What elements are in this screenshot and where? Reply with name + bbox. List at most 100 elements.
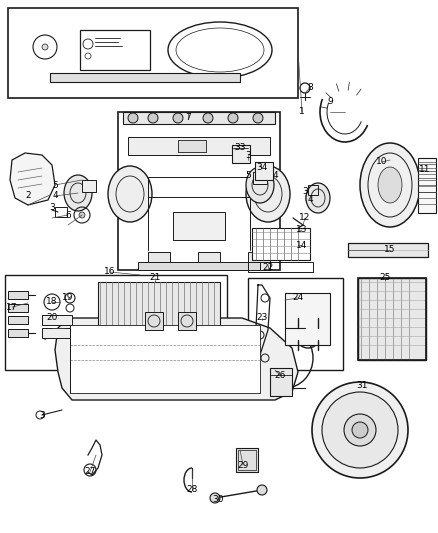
Bar xyxy=(8,8,298,98)
Text: 3: 3 xyxy=(302,188,308,197)
Bar xyxy=(5,275,227,370)
Bar xyxy=(418,158,436,213)
Text: 4: 4 xyxy=(52,191,58,200)
Circle shape xyxy=(79,212,85,218)
Bar xyxy=(42,315,72,325)
Polygon shape xyxy=(10,153,55,205)
Bar xyxy=(232,145,250,163)
Text: 3: 3 xyxy=(49,204,55,213)
Bar xyxy=(80,30,150,70)
Bar xyxy=(173,212,225,240)
Bar xyxy=(178,140,206,152)
Circle shape xyxy=(228,113,238,123)
Bar xyxy=(148,252,170,270)
Text: 19: 19 xyxy=(62,294,74,303)
Bar xyxy=(145,312,163,330)
Bar xyxy=(138,262,260,270)
Ellipse shape xyxy=(378,167,402,203)
Text: 10: 10 xyxy=(376,157,388,166)
Text: 7: 7 xyxy=(185,114,191,123)
Bar xyxy=(123,112,275,124)
Circle shape xyxy=(253,113,263,123)
Text: 17: 17 xyxy=(6,303,18,311)
Text: 33: 33 xyxy=(234,143,246,152)
Ellipse shape xyxy=(360,143,420,227)
Text: 34: 34 xyxy=(256,164,268,173)
Circle shape xyxy=(210,493,220,503)
Text: 4: 4 xyxy=(307,196,313,205)
Bar xyxy=(8,304,28,312)
Circle shape xyxy=(128,113,138,123)
Text: 27: 27 xyxy=(84,467,95,477)
Bar xyxy=(248,278,343,370)
Bar xyxy=(248,262,313,272)
Text: 9: 9 xyxy=(327,98,333,107)
Bar xyxy=(252,228,310,260)
Ellipse shape xyxy=(108,166,152,222)
Text: 6: 6 xyxy=(65,211,71,220)
Text: 5: 5 xyxy=(245,171,251,180)
Bar xyxy=(42,328,74,338)
Text: 18: 18 xyxy=(46,297,58,306)
Polygon shape xyxy=(55,318,298,400)
Ellipse shape xyxy=(246,167,274,203)
Text: 1: 1 xyxy=(299,108,305,117)
Bar xyxy=(358,278,426,360)
Text: 31: 31 xyxy=(356,381,368,390)
Text: 28: 28 xyxy=(186,486,198,495)
Text: 2: 2 xyxy=(25,190,31,199)
Circle shape xyxy=(203,113,213,123)
Bar xyxy=(70,325,260,393)
Ellipse shape xyxy=(306,183,330,213)
Text: 12: 12 xyxy=(299,214,311,222)
Bar xyxy=(348,243,428,257)
Bar xyxy=(178,312,196,330)
Text: 25: 25 xyxy=(379,273,391,282)
Text: 21: 21 xyxy=(149,273,161,282)
Bar xyxy=(236,448,258,472)
Text: 15: 15 xyxy=(384,246,396,254)
Bar xyxy=(198,252,220,270)
Circle shape xyxy=(344,414,376,446)
Bar xyxy=(98,282,220,362)
Text: 24: 24 xyxy=(293,294,304,303)
Circle shape xyxy=(322,392,398,468)
Circle shape xyxy=(173,113,183,123)
Text: 4: 4 xyxy=(272,171,278,180)
Bar xyxy=(8,329,28,337)
Text: 26: 26 xyxy=(274,370,286,379)
Circle shape xyxy=(148,113,158,123)
Ellipse shape xyxy=(246,166,290,222)
Text: 23: 23 xyxy=(256,313,268,322)
Text: 16: 16 xyxy=(104,268,116,277)
Text: 30: 30 xyxy=(212,496,224,505)
Bar xyxy=(238,450,256,470)
Text: 13: 13 xyxy=(296,225,308,235)
Text: 11: 11 xyxy=(419,166,431,174)
Bar xyxy=(308,185,318,195)
Text: 22: 22 xyxy=(262,263,274,272)
Bar xyxy=(118,112,280,270)
Text: 3: 3 xyxy=(39,410,45,419)
Circle shape xyxy=(312,382,408,478)
Bar xyxy=(8,291,28,299)
Circle shape xyxy=(257,485,267,495)
Bar xyxy=(285,293,330,345)
Text: 29: 29 xyxy=(237,461,249,470)
Bar xyxy=(255,162,273,180)
Circle shape xyxy=(42,44,48,50)
Text: 14: 14 xyxy=(297,240,307,249)
Bar xyxy=(248,252,270,270)
Circle shape xyxy=(352,422,368,438)
Text: 8: 8 xyxy=(307,84,313,93)
Bar xyxy=(8,316,28,324)
Bar xyxy=(50,73,240,82)
Bar xyxy=(253,172,267,184)
Ellipse shape xyxy=(64,175,92,211)
Bar xyxy=(270,368,292,396)
Bar xyxy=(55,207,67,217)
Bar xyxy=(128,137,270,155)
Text: 5: 5 xyxy=(52,181,58,190)
Bar xyxy=(358,278,426,360)
Text: 3: 3 xyxy=(245,150,251,159)
